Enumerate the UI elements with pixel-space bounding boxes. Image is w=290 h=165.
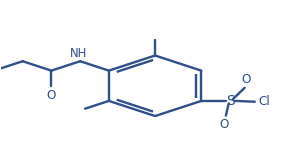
Text: NH: NH bbox=[70, 47, 87, 60]
Text: O: O bbox=[241, 73, 251, 86]
Text: O: O bbox=[47, 89, 56, 102]
Text: Cl: Cl bbox=[258, 95, 270, 108]
Text: S: S bbox=[226, 94, 235, 108]
Text: O: O bbox=[220, 118, 229, 131]
